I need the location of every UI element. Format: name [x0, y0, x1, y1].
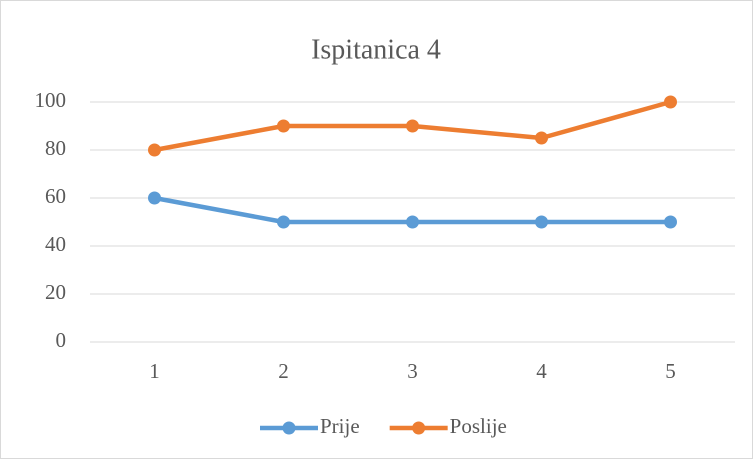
y-tick-label: 100	[35, 88, 67, 112]
legend-label: Poslije	[450, 414, 507, 438]
x-tick-label: 1	[149, 359, 160, 383]
legend-label: Prije	[320, 414, 360, 438]
point	[406, 215, 419, 229]
y-tick-label: 80	[45, 136, 66, 160]
y-tick-label: 40	[45, 232, 66, 256]
point	[148, 191, 161, 205]
x-tick-label: 2	[278, 359, 289, 383]
point	[664, 95, 677, 109]
x-tick-label: 5	[665, 359, 676, 383]
legend-marker	[412, 421, 426, 435]
point	[535, 215, 548, 229]
y-tick-label: 60	[45, 184, 66, 208]
point	[535, 131, 548, 145]
point	[277, 119, 290, 133]
x-tick-label: 4	[536, 359, 547, 383]
point	[406, 119, 419, 133]
chart-title: Ispitanica 4	[311, 34, 441, 65]
x-tick-label: 3	[407, 359, 418, 383]
point	[148, 143, 161, 157]
legend-marker	[282, 421, 296, 435]
point	[664, 215, 677, 229]
y-tick-label: 0	[56, 328, 67, 352]
point	[277, 215, 290, 229]
y-tick-label: 20	[45, 280, 66, 304]
